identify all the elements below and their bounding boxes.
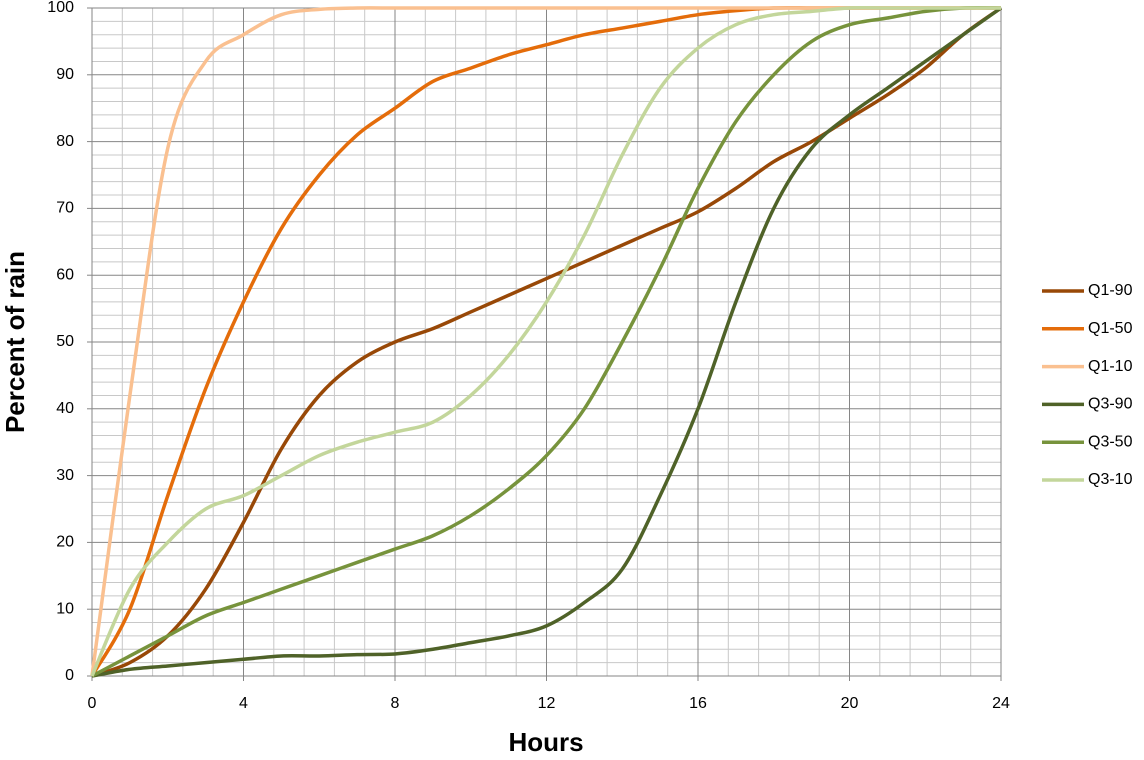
line bbox=[91, 6, 1003, 678]
y-axis-title: Percent of rain bbox=[0, 251, 30, 433]
legend-label: Q3-10 bbox=[1088, 471, 1133, 488]
y-tick-label: 50 bbox=[56, 333, 74, 350]
legend-label: Q1-50 bbox=[1088, 320, 1133, 337]
legend-label: Q1-90 bbox=[1088, 282, 1133, 299]
y-tick-label: 30 bbox=[56, 467, 74, 484]
y-tick-label: 10 bbox=[56, 600, 74, 617]
legend-label: Q3-50 bbox=[1088, 433, 1133, 450]
legend-label: Q3-90 bbox=[1088, 396, 1133, 413]
y-tick-label: 0 bbox=[65, 667, 74, 684]
y-tick-label: 90 bbox=[56, 66, 74, 83]
y-tick-label: 60 bbox=[56, 266, 74, 283]
y-tick-label: 100 bbox=[47, 0, 74, 16]
y-tick-label: 70 bbox=[56, 200, 74, 217]
y-tick-label: 40 bbox=[56, 400, 74, 417]
x-axis-title: Hours bbox=[508, 727, 583, 757]
x-tick-label: 4 bbox=[239, 695, 248, 712]
x-tick-label: 8 bbox=[391, 695, 400, 712]
x-tick-label: 0 bbox=[88, 695, 97, 712]
x-tick-label: 24 bbox=[992, 695, 1010, 712]
x-tick-label: 12 bbox=[538, 695, 556, 712]
line bbox=[91, 6, 1003, 678]
line bbox=[90, 6, 1001, 677]
line bbox=[91, 6, 1002, 678]
x-tick-label: 20 bbox=[841, 695, 859, 712]
x-tick-label: 16 bbox=[689, 695, 707, 712]
y-tick-label: 20 bbox=[56, 534, 74, 551]
legend-label: Q1-10 bbox=[1088, 358, 1133, 375]
y-tick-label: 80 bbox=[56, 133, 74, 150]
